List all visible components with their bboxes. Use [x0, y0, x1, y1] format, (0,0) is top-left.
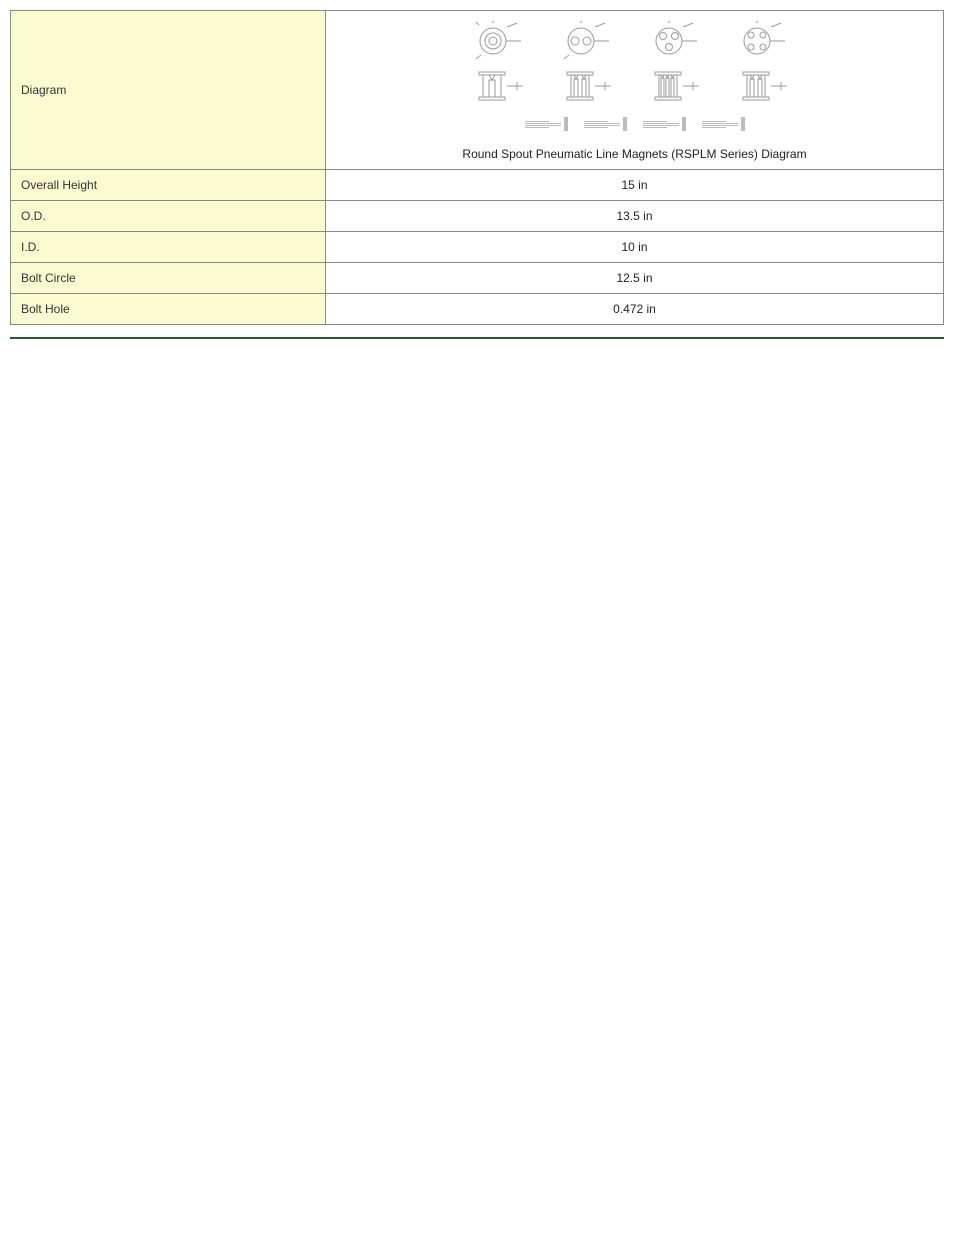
value-overall-height: 15 in	[326, 170, 944, 201]
table-row: Bolt Circle 12.5 in	[11, 263, 944, 294]
label-overall-height: Overall Height	[11, 170, 326, 201]
value-bolt-hole: 0.472 in	[326, 294, 944, 325]
label-id: I.D.	[11, 232, 326, 263]
drawing-top-row	[473, 19, 797, 64]
flange-top-view-1-icon	[473, 19, 533, 64]
value-od: 13.5 in	[326, 201, 944, 232]
diagram-caption: Round Spout Pneumatic Line Magnets (RSPL…	[462, 147, 806, 161]
table-row: O.D. 13.5 in	[11, 201, 944, 232]
value-id: 10 in	[326, 232, 944, 263]
label-diagram: Diagram	[11, 11, 326, 170]
flange-side-view-2-icon	[561, 66, 621, 109]
label-bolt-circle: Bolt Circle	[11, 263, 326, 294]
drawing-side-row	[473, 66, 797, 109]
technical-drawing	[473, 19, 797, 131]
table-row: Bolt Hole 0.472 in	[11, 294, 944, 325]
table-row: I.D. 10 in	[11, 232, 944, 263]
table-row: Overall Height 15 in	[11, 170, 944, 201]
spec-table: Diagram	[10, 10, 944, 325]
flange-side-view-1-icon	[473, 66, 533, 109]
flange-top-view-3-icon	[649, 19, 709, 64]
drawing-legend-row	[525, 117, 745, 131]
table-row-diagram: Diagram	[11, 11, 944, 170]
flange-top-view-4-icon	[737, 19, 797, 64]
flange-side-view-3-icon	[649, 66, 709, 109]
diagram-cell: Round Spout Pneumatic Line Magnets (RSPL…	[326, 11, 944, 170]
label-bolt-hole: Bolt Hole	[11, 294, 326, 325]
flange-side-view-4-icon	[737, 66, 797, 109]
flange-top-view-2-icon	[561, 19, 621, 64]
section-divider	[10, 337, 944, 339]
value-bolt-circle: 12.5 in	[326, 263, 944, 294]
label-od: O.D.	[11, 201, 326, 232]
